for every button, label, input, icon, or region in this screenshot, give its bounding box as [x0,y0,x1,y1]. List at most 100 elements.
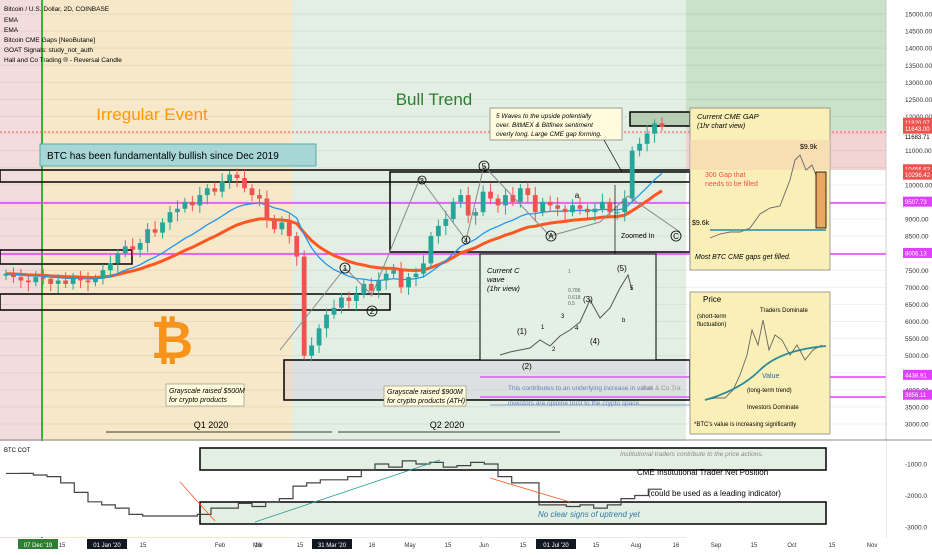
cme-gap-sub: (1hr chart view) [697,123,745,130]
c-wave-path [499,273,633,356]
candle-body [339,297,344,308]
short-term-2: fluctuation) [697,322,726,328]
candle-body [279,222,285,230]
x-tick-label: 15 [593,543,600,549]
y-tick-label: 7500.00 [905,268,929,275]
candle-body [122,246,128,254]
five-waves-line1: 5 Waves to the upside potentially [496,113,592,120]
value-label: Value [762,373,779,380]
candle-body [78,277,83,281]
leading-indicator: (could be used as a leading indicator) [648,489,781,498]
candle-body [107,263,113,271]
y-tick-label: 6000.00 [905,319,929,326]
candle-body [644,133,650,144]
cme-gap-title: Current CME GAP [697,112,759,121]
candle-body [428,236,434,264]
cot-top-box [199,447,827,471]
y-tick-label: 13500.00 [905,63,932,70]
cot-axis-labels: -1000.0 -2000.0 -3000.0 [905,462,927,532]
candle-body [227,174,233,182]
grayscale-900m-note [383,385,467,407]
candle-body [458,195,464,202]
chart-title[interactable]: Bitcoin / U.S. Dollar, 2D, COINBASE [4,6,110,13]
price-tag-label: 10296.42 [905,173,931,179]
cme-gap-panel [689,107,831,271]
cme-gap-band [690,140,830,170]
mini-4: 4 [575,326,579,332]
price-tag-bg [903,389,932,400]
c-wave-4: (4) [590,337,600,346]
svg-text:1: 1 [343,264,348,273]
candle-body [63,280,69,284]
candle-body [480,191,486,213]
candle-body [25,280,31,283]
candle-body [3,273,9,276]
five-waves-note [489,107,623,141]
support-box-mid[interactable] [0,293,391,311]
cot-bottom-box [199,501,827,525]
candle-body [555,205,561,209]
mini-5: 5 [630,286,634,292]
grayscale-zone-box[interactable] [283,359,691,401]
y-tick-label: 15000.00 [905,12,932,19]
svg-text:2: 2 [370,307,375,316]
underlying-increase-line2: investors are opinine trust to the crypt… [508,400,641,407]
indicator-legend[interactable]: EMA EMA Bitcoin CME Gaps [NeoButane] GOAT S… [4,17,122,64]
cot-title[interactable]: BTC COT [4,448,31,454]
candle-body [11,273,16,278]
fib-1: 1 [568,269,571,275]
x-tick-label: 16 [369,543,376,549]
x-tick-label: Feb [215,543,226,549]
candle-body [577,205,583,209]
price-tag-label: 11643.00 [905,127,930,133]
candle-body [398,270,404,288]
candle-body [271,219,277,230]
candle-body [495,198,501,206]
price-tag-bg [903,247,932,258]
candle-body [145,229,151,243]
price-tag-bg [903,117,932,128]
cot-tick-label: -2000.0 [905,493,927,500]
candle-body [197,195,203,206]
gap-300-2: needs to be filled [705,181,758,188]
mini-3: 3 [561,314,565,320]
bitcoin-logo-icon: ₿ [151,312,193,370]
q2-label: Q2 2020 [430,420,465,430]
price-axis[interactable] [886,0,932,550]
time-axis[interactable] [0,538,932,550]
candle-body [316,328,322,346]
candle-body [465,195,471,216]
y-tick-label: 5500.00 [905,336,929,343]
candle-body [182,201,188,209]
zoomed-in-label: Zoomed In [621,233,655,240]
gap-300-1: 300 Gap that [705,172,746,179]
candle-body [219,181,225,192]
x-tick-label: Jun [479,543,489,549]
candle-body [376,280,382,291]
svg-text:5: 5 [482,162,487,171]
candle-body [614,212,620,214]
x-tick-label: 16 [255,543,262,549]
elliott-wave-path [279,164,681,351]
candle-body [488,191,493,199]
five-waves-line3: overly long. Large CME gap forming. [496,131,602,138]
x-tick-highlight [312,539,352,549]
y-tick-label: 14500.00 [905,29,932,36]
c-wave-2: (2) [522,362,532,371]
support-box-left[interactable] [0,249,133,265]
cme-net-position: CME Institutional Trader Net Position [637,468,768,477]
ema-fast-line [5,189,663,280]
price-tag-labels: 11820.071d 2h11683.7111643.0010456.63102… [903,117,932,400]
grayscale-500m-note [165,383,245,407]
x-tick-label: 15 [445,543,452,549]
cme-gap-fill-box [815,171,827,229]
elliott-labels: 5 3 4 1 2 A a C [339,160,682,317]
no-clear-signs: No clear signs of uptrend yet [538,510,641,519]
c-wave-title-1: Current C [487,266,520,275]
legend-item: EMA [4,17,19,24]
investors-dominate: Investors Dominate [747,405,799,411]
cot-tick-label: -1000.0 [905,462,927,469]
candle-body [85,280,91,283]
